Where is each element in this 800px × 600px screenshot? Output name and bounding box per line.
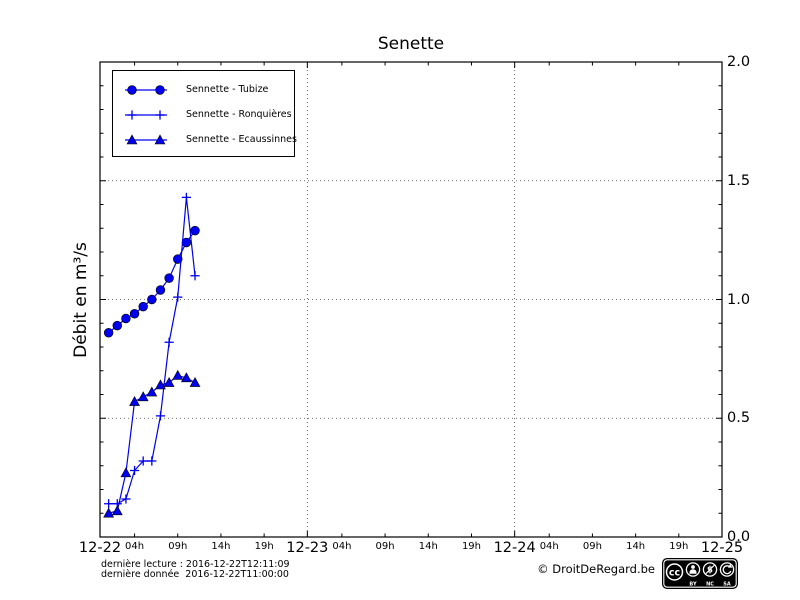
last-reading-text: dernière lecture : 2016-12-22T12:11:09 <box>101 559 290 570</box>
x-tick-label-hour: 14h <box>626 541 646 552</box>
legend-item-ronquieres: Sennette - Ronquières <box>113 102 294 127</box>
y-tick-label: 2.0 <box>727 54 751 70</box>
data-point-circle-icon <box>190 225 200 236</box>
series-0 <box>103 225 200 338</box>
data-point-circle-icon <box>103 328 114 338</box>
data-point-circle-icon <box>164 273 174 283</box>
series-2 <box>103 369 201 518</box>
data-point-triangle-icon <box>172 369 184 380</box>
svg-text:BY: BY <box>689 582 697 588</box>
x-tick-label-day: 12-25 <box>700 540 744 556</box>
data-point-triangle-icon <box>103 507 115 518</box>
data-point-triangle-icon <box>111 505 123 516</box>
series-1 <box>104 192 200 509</box>
data-point-triangle-icon <box>126 133 138 144</box>
cc-badge-background <box>662 558 738 589</box>
chart-title: Senette <box>377 34 445 54</box>
svg-text:$: $ <box>707 566 713 576</box>
cc-icon: cc <box>665 563 684 581</box>
data-point-triangle-icon <box>120 467 132 478</box>
legend-item-ecaussinnes: Sennette - Ecaussinnes <box>113 127 297 152</box>
data-point-circle-icon <box>138 301 148 312</box>
svg-text:cc: cc <box>669 567 680 578</box>
x-tick-label-hour: 04h <box>125 541 145 552</box>
cc-by-icon: BY <box>685 562 701 588</box>
data-point-triangle-icon <box>155 379 166 390</box>
cc-nc-icon: $ NC <box>702 562 718 588</box>
y-tick-label: 1.0 <box>727 292 751 308</box>
data-point-triangle-icon <box>129 396 140 406</box>
cc-sa-icon: SA <box>719 562 735 588</box>
x-tick-label-hour: 04h <box>332 541 352 552</box>
data-point-circle-icon <box>147 294 157 305</box>
x-tick-label-day: 12-24 <box>493 540 536 556</box>
data-point-circle-icon <box>121 313 131 324</box>
x-tick-label-day: 12-23 <box>286 540 329 556</box>
x-tick-label-hour: 19h <box>669 541 689 552</box>
last-data-text: dernière donnée 2016-12-22T11:00:00 <box>101 569 289 580</box>
axis-ticks <box>99 61 723 538</box>
data-point-triangle-icon <box>154 133 166 144</box>
y-tick-label: 0.0 <box>727 529 751 545</box>
x-tick-label-hour: 09h <box>582 541 602 552</box>
data-point-triangle-icon <box>180 372 192 383</box>
data-point-circle-icon <box>129 309 140 319</box>
x-tick-label-hour: 09h <box>168 541 188 552</box>
svg-text:NC: NC <box>706 582 714 588</box>
legend-marker-plus-icon <box>125 109 167 120</box>
legend-marker-triangle-icon <box>125 133 167 144</box>
data-point-triangle-icon <box>189 377 201 387</box>
legend-label-ronquieres: Sennette - Ronquières <box>186 109 292 120</box>
x-tick-label-hour: 09h <box>375 541 395 552</box>
legend: Sennette - Tubize Sennette - Ronquières … <box>112 70 297 157</box>
data-point-circle-icon <box>127 84 137 95</box>
data-point-circle-icon <box>155 84 165 95</box>
svg-text:SA: SA <box>723 582 731 588</box>
data-point-circle-icon <box>173 254 183 264</box>
data-point-circle-icon <box>155 285 166 295</box>
cc-badge-border <box>663 559 737 588</box>
x-tick-label-hour: 19h <box>254 541 274 552</box>
data-point-triangle-icon <box>146 386 158 397</box>
x-tick-label-hour: 19h <box>461 541 481 552</box>
data-point-triangle-icon <box>163 377 175 387</box>
cc-license-badge: cc BY $ NC SA <box>662 558 738 589</box>
legend-marker-circle-icon <box>125 84 167 95</box>
data-point-triangle-icon <box>137 391 149 402</box>
y-tick-label: 0.5 <box>727 410 751 426</box>
x-tick-label-hour: 14h <box>211 541 231 552</box>
copyright-text: © DroitDeRegard.be <box>537 562 655 576</box>
legend-item-tubize: Sennette - Tubize <box>113 77 294 102</box>
data-point-circle-icon <box>112 320 122 331</box>
legend-label-ecaussinnes: Sennette - Ecaussinnes <box>186 134 297 145</box>
legend-label-tubize: Sennette - Tubize <box>186 84 269 95</box>
x-tick-label-hour: 04h <box>539 541 559 552</box>
x-tick-label-day: 12-22 <box>78 540 122 556</box>
y-tick-label: 1.5 <box>727 173 751 189</box>
x-tick-label-hour: 14h <box>418 541 438 552</box>
